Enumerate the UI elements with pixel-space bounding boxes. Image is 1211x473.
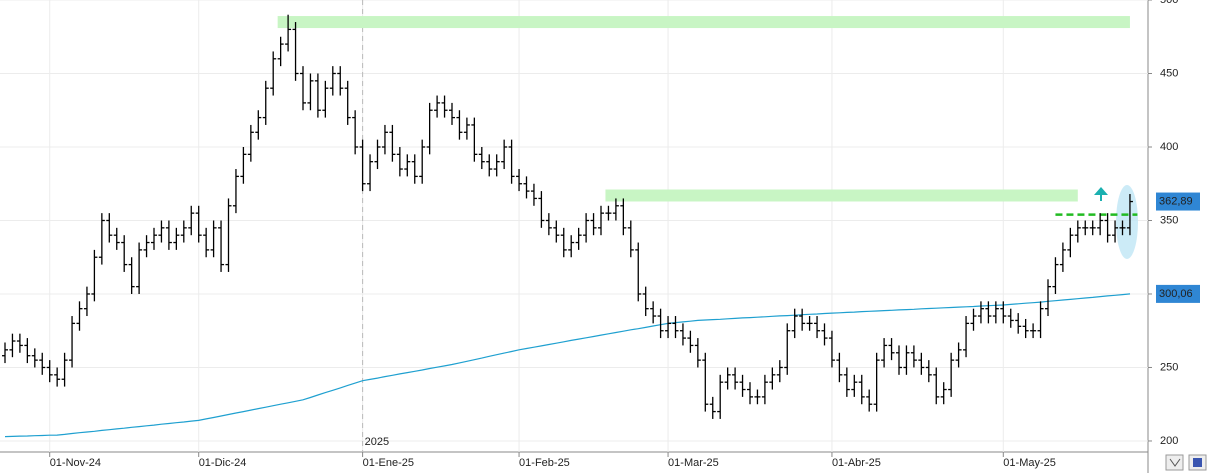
year-label: 2025 bbox=[365, 436, 389, 448]
up-arrow bbox=[1094, 187, 1108, 201]
x-tick-label: 01-Ene-25 bbox=[363, 457, 414, 469]
moving-average bbox=[4, 293, 1131, 438]
y-tick-label: 250 bbox=[1160, 361, 1178, 373]
y-tick-label: 450 bbox=[1160, 67, 1178, 79]
x-tick-label: 01-Mar-25 bbox=[668, 457, 719, 469]
scroll-icon bbox=[1169, 458, 1181, 467]
x-tick-label: 01-Feb-25 bbox=[519, 457, 570, 469]
ma-last-label-box bbox=[1156, 284, 1200, 303]
resistance-band bbox=[605, 189, 1078, 202]
save-icon bbox=[1193, 458, 1202, 467]
scroll-button[interactable] bbox=[1165, 454, 1184, 471]
ma-last-label: 300,06 bbox=[1159, 288, 1193, 300]
x-tick-label: 01-Dic-24 bbox=[199, 457, 247, 469]
highlight-ellipse bbox=[1116, 185, 1138, 259]
x-tick-label: 01-Nov-24 bbox=[50, 457, 101, 469]
last-price-label: 362,89 bbox=[1159, 195, 1193, 207]
y-tick-label: 400 bbox=[1160, 141, 1178, 153]
last-price-label-box bbox=[1156, 192, 1200, 211]
x-tick-label: 01-May-25 bbox=[1003, 457, 1056, 469]
x-tick-label: 01-Abr-25 bbox=[832, 457, 881, 469]
y-tick-label: 500 bbox=[1160, 0, 1178, 6]
y-tick-label: 200 bbox=[1160, 435, 1178, 447]
y-tick-label: 350 bbox=[1160, 214, 1178, 226]
resistance-band bbox=[277, 16, 1130, 29]
